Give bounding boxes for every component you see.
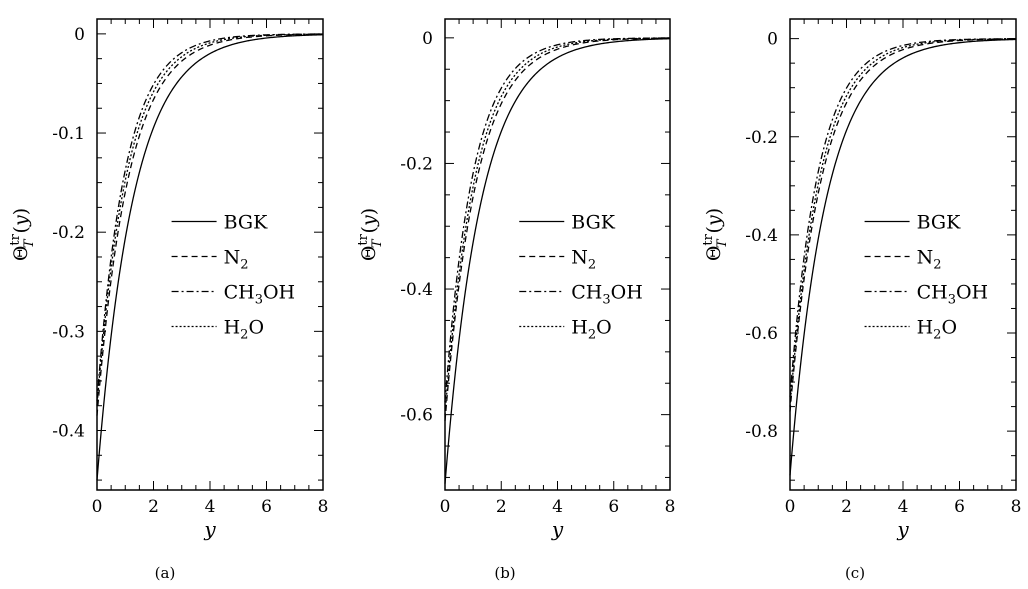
y-tick-label: 0 — [74, 25, 85, 45]
legend-label-n2: N2 — [917, 247, 942, 273]
series-line-h2o — [96, 33, 324, 406]
series-line-n2 — [96, 33, 324, 416]
x-tick-label: 4 — [552, 497, 563, 517]
legend-label-h2o: H2O — [571, 317, 611, 343]
series-line-ch3oh — [96, 33, 323, 401]
legend-label-ch3oh: CH3OH — [917, 282, 989, 308]
y-axis-title: ΘtrT(y) — [8, 208, 37, 261]
x-tick-label: 6 — [261, 497, 272, 517]
x-tick-label: 8 — [318, 497, 329, 517]
y-tick-label: -0.8 — [745, 422, 778, 442]
series-line-ch3oh — [444, 37, 671, 403]
x-tick-label: 2 — [841, 497, 852, 517]
x-tick-label: 4 — [205, 497, 216, 517]
series-line-ch3oh — [789, 38, 1016, 397]
plot-frame — [96, 18, 324, 491]
y-axis-title: ΘtrT(y) — [356, 208, 385, 261]
x-tick-label: 4 — [898, 497, 909, 517]
x-axis-title: y — [551, 517, 564, 541]
y-tick-label: 0 — [422, 29, 433, 49]
panel-caption: (a) — [155, 564, 176, 582]
legend-label-ch3oh: CH3OH — [224, 282, 296, 308]
series-line-h2o — [444, 37, 671, 415]
y-tick-label: -0.4 — [52, 422, 85, 442]
series-line-bgk — [789, 38, 1017, 476]
y-tick-label: 0 — [767, 30, 778, 50]
x-tick-label: 0 — [440, 497, 451, 517]
y-tick-label: -0.6 — [745, 324, 778, 344]
y-tick-label: -0.2 — [400, 154, 433, 174]
x-tick-label: 2 — [496, 497, 507, 517]
legend-label-n2: N2 — [571, 247, 596, 273]
y-tick-label: -0.3 — [52, 322, 85, 342]
y-axis-title: ΘtrT(y) — [701, 208, 730, 261]
panel-a: 0 2 4 6 8 0 -0.1 -0.2 -0.3 -0.4 y ΘtrT(y) BGK N2 CH3OH… — [8, 18, 329, 582]
series-line-n2 — [444, 37, 671, 421]
y-tick-label: -0.1 — [52, 124, 85, 144]
x-axis-title: y — [896, 517, 909, 541]
legend-label-bgk: BGK — [571, 212, 615, 234]
x-axis-title: y — [203, 517, 216, 541]
y-tick-label: -0.2 — [52, 223, 85, 243]
legend-label-h2o: H2O — [224, 317, 264, 343]
legend-label-n2: N2 — [224, 247, 249, 273]
legend-label-h2o: H2O — [917, 317, 957, 343]
panel-caption: (c) — [845, 564, 865, 582]
x-tick-label: 2 — [148, 497, 159, 517]
legend-label-ch3oh: CH3OH — [571, 282, 643, 308]
x-tick-label: 0 — [785, 497, 796, 517]
series-line-bgk — [444, 38, 671, 484]
legend-label-bgk: BGK — [224, 212, 268, 234]
x-tick-label: 8 — [665, 497, 676, 517]
y-tick-label: -0.4 — [745, 226, 778, 246]
plot-frame — [444, 18, 671, 491]
panel-b: 0 2 4 6 8 0 -0.2 -0.4 -0.6 y ΘtrT(y) BGK N2 CH3OH H2O (… — [356, 18, 676, 582]
x-tick-label: 6 — [954, 497, 965, 517]
y-tick-label: -0.6 — [400, 406, 433, 426]
plot-frame — [789, 18, 1017, 491]
panel-c: 0 2 4 6 8 0 -0.2 -0.4 -0.6 -0.8 y ΘtrT(y) BGK N2 CH3OH… — [701, 18, 1022, 582]
series-line-h2o — [789, 38, 1017, 407]
legend-label-bgk: BGK — [917, 212, 961, 234]
x-tick-label: 0 — [92, 497, 103, 517]
series-line-bgk — [96, 34, 324, 481]
panel-caption: (b) — [494, 564, 515, 582]
y-tick-label: -0.2 — [745, 128, 778, 148]
x-tick-label: 8 — [1011, 497, 1022, 517]
series-line-n2 — [789, 38, 1017, 412]
y-tick-label: -0.4 — [400, 280, 433, 300]
x-tick-label: 6 — [608, 497, 619, 517]
